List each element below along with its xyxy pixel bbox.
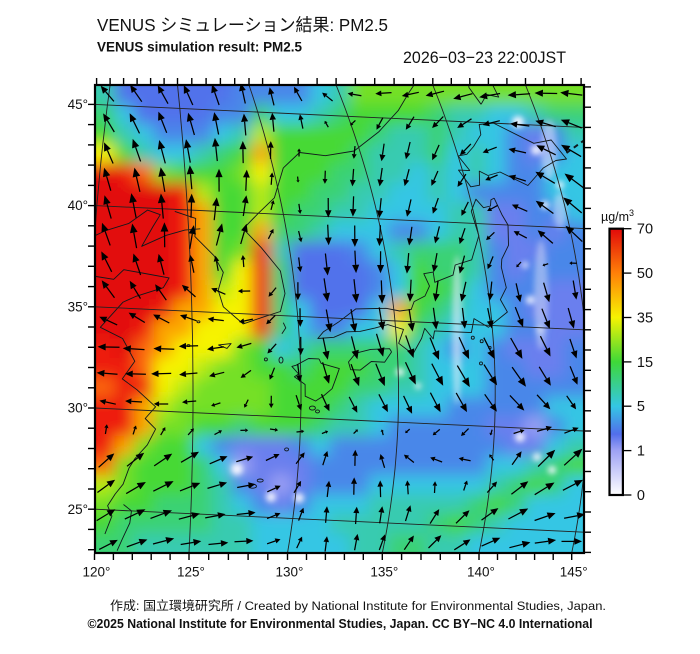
svg-text:VENUS シミュレーション結果: PM2.5: VENUS シミュレーション結果: PM2.5: [97, 15, 388, 35]
svg-text:135°: 135°: [370, 565, 398, 580]
svg-text:30°: 30°: [68, 401, 88, 416]
svg-text:0: 0: [637, 488, 645, 504]
svg-text:145°: 145°: [560, 565, 588, 580]
svg-text:50: 50: [637, 266, 653, 282]
svg-text:130°: 130°: [276, 565, 304, 580]
svg-text:35°: 35°: [68, 299, 88, 314]
svg-text:1: 1: [637, 444, 645, 460]
svg-text:70: 70: [637, 222, 653, 238]
svg-text:40°: 40°: [68, 198, 88, 213]
svg-text:125°: 125°: [177, 565, 205, 580]
svg-text:©2025 National Institute for E: ©2025 National Institute for Environment…: [88, 617, 593, 631]
svg-text:VENUS simulation result: PM2.5: VENUS simulation result: PM2.5: [97, 39, 302, 55]
svg-text:140°: 140°: [467, 565, 495, 580]
svg-text:2026−03−23 22:00JST: 2026−03−23 22:00JST: [403, 48, 566, 67]
svg-text:作成: 国立環境研究所 / Created by Natio: 作成: 国立環境研究所 / Created by National Instit…: [110, 598, 606, 613]
svg-text:45°: 45°: [68, 97, 88, 112]
svg-text:120°: 120°: [83, 565, 111, 580]
svg-text:35: 35: [637, 311, 653, 327]
svg-text:25°: 25°: [68, 502, 88, 517]
svg-text:5: 5: [637, 399, 645, 415]
svg-text:15: 15: [637, 355, 653, 371]
